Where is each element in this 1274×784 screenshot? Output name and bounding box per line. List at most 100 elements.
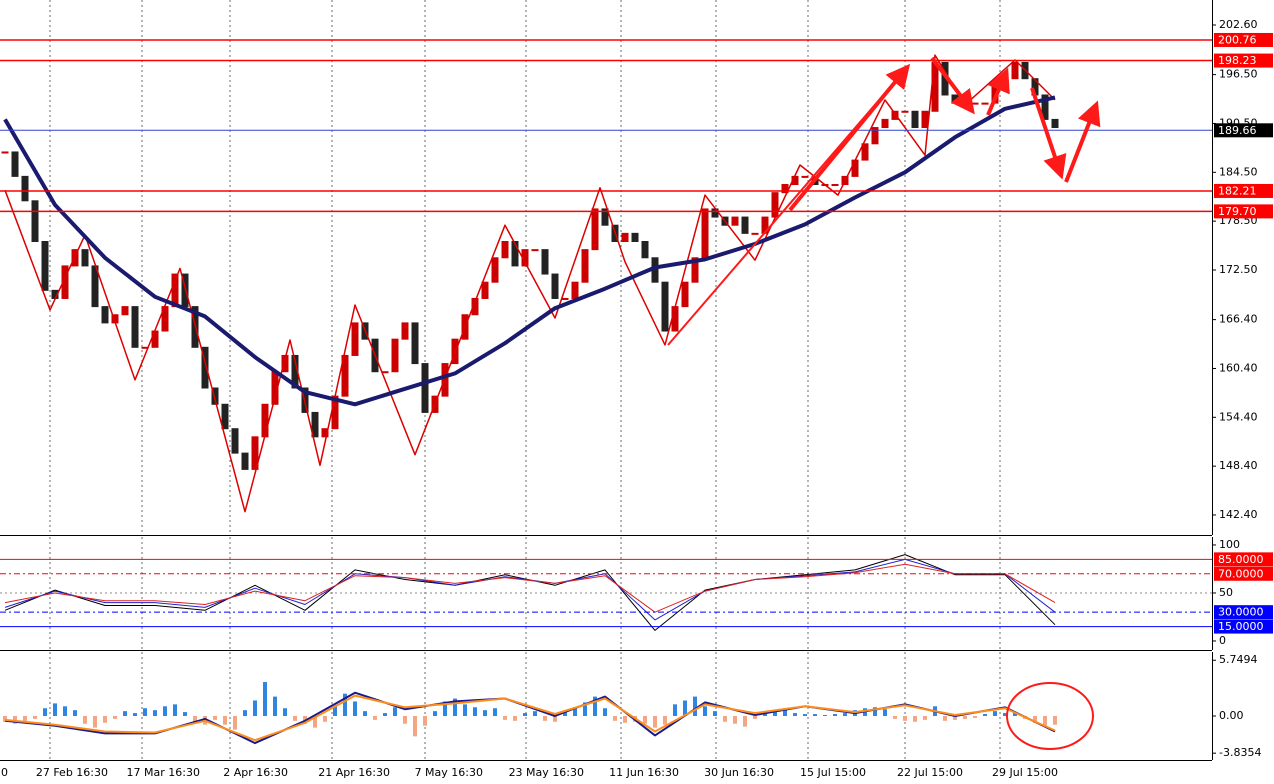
level-label-box	[1214, 605, 1273, 620]
level-label: 198.23	[1218, 54, 1257, 67]
candle	[341, 354, 349, 397]
histogram-bar	[213, 715, 217, 720]
histogram-bar	[333, 706, 337, 716]
level-label: 30.0000	[1218, 606, 1264, 619]
trend-arrow	[788, 63, 911, 212]
candle	[421, 363, 429, 413]
candle	[751, 232, 759, 235]
histogram-bar	[803, 714, 807, 716]
histogram-bar	[463, 704, 467, 716]
histogram-bar	[63, 706, 67, 716]
histogram-bar	[373, 715, 377, 720]
level-label-box	[1214, 552, 1273, 567]
candle	[281, 354, 289, 373]
histogram-bar	[23, 715, 27, 721]
histogram-bar	[383, 713, 387, 716]
candle	[241, 452, 249, 470]
candle	[981, 102, 989, 105]
histogram-bar	[163, 706, 167, 716]
level-label: 182.21	[1218, 184, 1257, 197]
x-tick-label: 0	[1, 766, 8, 779]
indicator-line	[4, 558, 1056, 621]
histogram-bar	[403, 715, 407, 724]
candle	[41, 240, 49, 291]
candle	[101, 306, 109, 324]
y-tick-label: 202.60	[1219, 18, 1258, 31]
histogram-bar	[703, 706, 707, 716]
histogram-bar	[773, 710, 777, 716]
candle	[511, 240, 519, 267]
candle	[381, 371, 389, 374]
level-label-box	[1214, 53, 1273, 68]
y-tick-label: 142.40	[1219, 508, 1258, 521]
macd-line	[4, 694, 1056, 742]
level-label-box	[1214, 183, 1273, 198]
histogram-bar	[3, 715, 7, 722]
x-tick-label: 17 Mar 16:30	[127, 766, 200, 779]
histogram-bar	[423, 715, 427, 726]
histogram-bar	[993, 711, 997, 716]
histogram-bar	[393, 707, 397, 716]
candle	[891, 110, 899, 120]
trend-arrow	[1030, 87, 1067, 180]
histogram-bar	[223, 715, 227, 725]
candle	[201, 346, 209, 389]
candle	[691, 257, 699, 283]
candle	[531, 249, 539, 252]
histogram-bar	[193, 715, 197, 722]
histogram-bar	[783, 708, 787, 716]
candle	[911, 110, 919, 129]
x-tick-label: 7 May 16:30	[415, 766, 483, 779]
histogram-bar	[893, 715, 897, 719]
histogram-bar	[283, 708, 287, 716]
histogram-bar	[533, 711, 537, 716]
histogram-bar	[523, 713, 527, 716]
histogram-bar	[113, 715, 117, 719]
histogram-bar	[713, 711, 717, 716]
histogram-bar	[473, 707, 477, 716]
histogram-bar	[433, 711, 437, 716]
candle	[1041, 94, 1049, 120]
moving-average	[3, 95, 1056, 407]
candle	[491, 257, 499, 283]
histogram-bar	[623, 715, 627, 723]
candle	[641, 240, 649, 259]
candle	[731, 216, 739, 226]
candle	[661, 281, 669, 332]
histogram-bar	[183, 712, 187, 716]
histogram-bar	[613, 715, 617, 721]
histogram-bar	[443, 701, 447, 716]
candle	[261, 403, 269, 438]
histogram-bar	[123, 711, 127, 716]
level-label-box	[1214, 566, 1273, 581]
macd-line	[4, 691, 1056, 745]
histogram-bar	[453, 698, 457, 716]
histogram-bar	[1003, 713, 1007, 716]
histogram-bar	[263, 682, 267, 716]
y-tick-label: 0.00	[1219, 709, 1244, 722]
y-tick-label: 154.40	[1219, 410, 1258, 423]
level-label: 189.66	[1218, 124, 1257, 137]
histogram-bar	[843, 713, 847, 716]
y-tick-label: 166.40	[1219, 313, 1258, 326]
histogram-bar	[353, 701, 357, 716]
histogram-bar	[723, 715, 727, 722]
candle	[61, 265, 69, 299]
candle	[211, 387, 219, 405]
level-label: 179.70	[1218, 205, 1257, 218]
y-tick-label: 0	[1219, 634, 1226, 647]
y-tick-label: 50	[1219, 586, 1233, 599]
y-tick-label: 148.40	[1219, 459, 1258, 472]
histogram-bar	[823, 715, 827, 716]
trend-arrow	[930, 56, 975, 115]
histogram-bar	[153, 710, 157, 716]
candle	[151, 330, 159, 348]
histogram-bar	[733, 715, 737, 724]
histogram-bar	[653, 715, 657, 728]
histogram-bar	[683, 700, 687, 716]
trend-arrow	[1064, 100, 1101, 183]
histogram-bar	[1053, 715, 1057, 725]
candle	[321, 428, 329, 438]
highlight-ellipse	[1006, 682, 1094, 750]
